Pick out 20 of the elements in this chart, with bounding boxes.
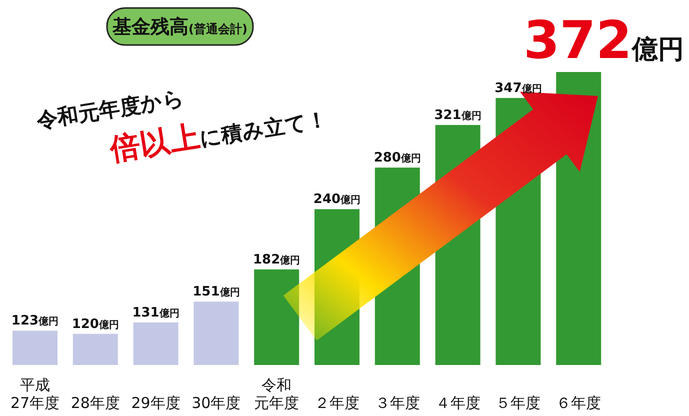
x-tick-label: ４年度: [435, 394, 480, 412]
x-tick-label: 令和元年度: [254, 376, 300, 412]
x-tick-label: 28年度: [70, 394, 120, 412]
data-label: 120億円: [72, 316, 119, 332]
data-label: 372億円: [523, 11, 684, 71]
x-tick-label: ３年度: [374, 394, 420, 412]
data-label: 182億円: [253, 252, 300, 268]
data-label: 123億円: [11, 314, 59, 329]
data-label: 131億円: [132, 305, 180, 320]
data-label: 280億円: [374, 150, 421, 166]
x-tick-label: 29年度: [131, 394, 180, 412]
x-tick-label: ２年度: [314, 394, 360, 412]
data-label: 321億円: [434, 108, 482, 123]
data-label: 240億円: [313, 192, 361, 208]
x-tick-label: ５年度: [496, 394, 541, 412]
x-tick-label: ６年度: [556, 394, 602, 412]
x-tick-label: 平成27年度: [10, 376, 60, 412]
x-tick-label: 30年度: [192, 394, 241, 412]
data-label: 151億円: [192, 284, 240, 300]
chart-title: 基金残高(普通会計): [112, 16, 248, 38]
